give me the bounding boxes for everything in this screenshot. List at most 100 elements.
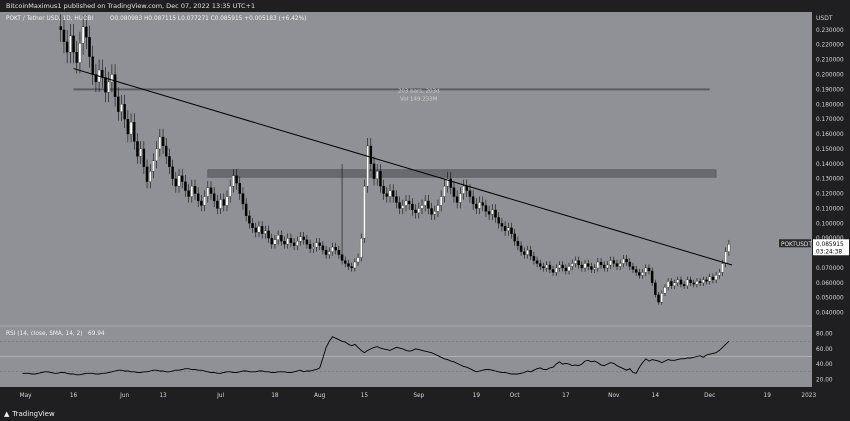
candle-body — [168, 156, 171, 167]
tradingview-logo: ▲ TradingView — [4, 409, 55, 419]
candle-body — [459, 193, 462, 203]
candle-body — [673, 282, 676, 286]
candle-body — [602, 264, 606, 269]
publisher-caption: BitcoinMaximus1 published on TradingView… — [6, 2, 256, 10]
candle-body — [273, 239, 277, 245]
candle-body — [695, 281, 699, 285]
price-tick-label: 0.200000 — [816, 73, 844, 79]
candle-body — [583, 263, 587, 269]
candle-body — [120, 104, 123, 112]
candle-body — [452, 187, 456, 197]
candle-body — [318, 242, 321, 246]
candle-body — [69, 35, 72, 53]
candle-body — [609, 260, 612, 266]
candle-body — [711, 276, 715, 281]
price-chart[interactable]: 203 bars, 203d Vol 149.233M 0.230000 0.22… — [0, 12, 850, 409]
candle-body — [260, 226, 264, 234]
candle-body — [628, 261, 632, 267]
price-tick-label: 0.040000 — [816, 311, 844, 317]
candle-body — [570, 263, 574, 267]
candle-body — [446, 178, 449, 187]
candle-body — [88, 37, 91, 57]
price-tick-label: 0.190000 — [816, 87, 844, 93]
candle-body — [232, 175, 235, 187]
price-tick-label: 0.170000 — [816, 117, 844, 123]
price-tick-label: 0.110000 — [816, 206, 844, 212]
rsi-tick-label: 20.00 — [816, 377, 833, 383]
candle-body — [401, 205, 405, 209]
candle-body — [462, 185, 465, 194]
time-tick-label: 18 — [271, 393, 279, 399]
time-axis[interactable]: May 16 Jun 13 Jul 18 Aug 15 Sep 19 Oct 17 Nov 14 Dec 19… — [20, 393, 817, 399]
candle-body — [91, 56, 94, 75]
candle-body — [139, 148, 142, 157]
candle-body — [219, 199, 222, 209]
time-tick-label: 13 — [159, 393, 167, 399]
candle-body — [305, 239, 309, 245]
candle-body — [510, 227, 513, 234]
candle-body — [356, 257, 360, 263]
candle-body — [78, 43, 82, 63]
candle-body — [727, 244, 731, 252]
candle-body — [577, 260, 580, 266]
candle-body — [606, 264, 609, 269]
candle-body — [657, 294, 660, 303]
candle-body — [65, 41, 69, 53]
candle-body — [382, 185, 385, 194]
time-tick-label: 19 — [473, 393, 481, 399]
candle-body — [276, 235, 280, 240]
candle-body — [72, 35, 75, 53]
price-pane-background — [0, 12, 812, 326]
candle-body — [487, 211, 491, 215]
candle-body — [142, 148, 146, 167]
candle-body — [564, 267, 568, 272]
candle-body — [244, 203, 248, 217]
candle-body — [391, 190, 395, 197]
rsi-title[interactable]: RSI (14, close, SMA, 14, 2) — [6, 331, 83, 337]
price-tick-label: 0.050000 — [816, 296, 844, 302]
candle-body — [561, 264, 564, 269]
rsi-axis[interactable]: 80.00 60.00 40.00 20.00 — [816, 332, 833, 384]
rsi-guides — [0, 341, 812, 372]
candle-body — [350, 266, 353, 269]
candle-body — [427, 200, 430, 209]
price-tick-label: 0.120000 — [816, 192, 844, 198]
measure-label: 203 bars, 203d Vol 149.233M — [398, 88, 440, 102]
candle-body — [117, 96, 120, 112]
candle-body — [238, 182, 242, 194]
candle-body — [670, 281, 673, 286]
candle-body — [714, 275, 718, 281]
symbol-ohlc: O0.080983 H0.087115 L0.077271 C0.085915 … — [110, 16, 306, 22]
rsi-tick-label: 60.00 — [816, 347, 833, 353]
candle-body — [436, 205, 440, 212]
candle-body — [337, 249, 341, 255]
time-tick-label: Nov — [608, 393, 620, 399]
candle-body — [270, 238, 274, 245]
candle-body — [158, 136, 162, 150]
candle-body — [500, 223, 504, 227]
price-tick-label: 0.130000 — [816, 177, 844, 183]
candle-body — [331, 246, 334, 252]
candle-body — [615, 263, 619, 267]
candle-body — [708, 276, 711, 282]
candle-body — [132, 121, 136, 142]
candle-body — [513, 233, 516, 242]
candle-body — [455, 196, 459, 203]
candle-body — [516, 241, 520, 246]
candle-body — [545, 264, 548, 269]
price-axis[interactable]: 0.230000 0.220000 0.210000 0.200000 0.190000… — [816, 28, 844, 317]
price-tag-countdown: 03:24:38 — [816, 249, 842, 255]
descending-trendline[interactable] — [73, 68, 733, 266]
candle-body — [618, 263, 622, 267]
symbol-title[interactable]: POKT / Tether USD, 1D, HUOBI — [6, 16, 94, 22]
price-tick-label: 0.100000 — [816, 221, 844, 227]
candle-body — [372, 163, 376, 179]
candle-body — [404, 200, 408, 206]
candle-body — [590, 266, 593, 270]
candle-body — [113, 74, 117, 97]
candle-body — [196, 193, 200, 202]
candle-body — [241, 193, 245, 205]
candle-body — [171, 166, 174, 179]
candle-body — [507, 227, 510, 231]
candle-body — [612, 260, 616, 264]
